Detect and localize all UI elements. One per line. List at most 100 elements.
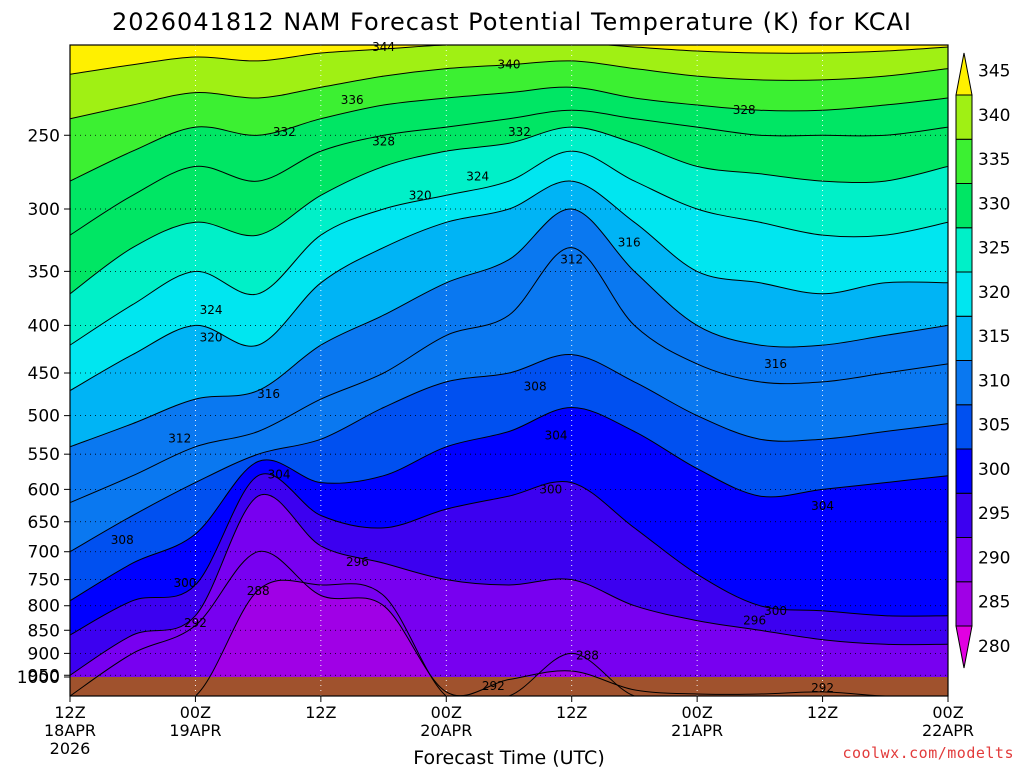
colorbar-label-295: 295 — [978, 504, 1010, 524]
x-tick-year: 2026 — [50, 739, 91, 758]
plot-frame — [69, 44, 949, 697]
x-tick-0: 12Z — [54, 703, 85, 722]
x-tick-72: 12Z — [807, 703, 838, 722]
colorbar-label-290: 290 — [978, 548, 1010, 568]
colorbar-label-320: 320 — [978, 283, 1010, 303]
isentrope-324 — [70, 150, 948, 346]
y-tick-800: 800 — [28, 597, 60, 617]
contour-label-324: 324 — [200, 303, 223, 317]
contour-label-332: 332 — [508, 125, 531, 139]
x-tick-12: 00Z — [180, 703, 211, 722]
isentrope-308 — [70, 354, 948, 553]
contour-label-308: 308 — [524, 379, 547, 393]
y-tick-400: 400 — [28, 316, 60, 336]
contour-label-300: 300 — [539, 482, 562, 496]
y-tick-300: 300 — [28, 200, 60, 220]
chart-title: 2026041812 NAM Forecast Potential Temper… — [112, 8, 912, 36]
x-tick-date: 21APR — [671, 721, 723, 740]
y-tick-500: 500 — [28, 407, 60, 427]
colorbar-label-305: 305 — [978, 416, 1010, 436]
band-340 — [70, 45, 948, 119]
y-tick-350: 350 — [28, 262, 60, 282]
isentrope-316 — [70, 208, 948, 448]
x-tick-24: 12Z — [305, 703, 336, 722]
contour-label-296: 296 — [346, 555, 369, 569]
x-tick-36: 00Z — [431, 703, 462, 722]
colorbar-box-315 — [955, 315, 973, 361]
colorbar-label-300: 300 — [978, 460, 1010, 480]
contour-label-304: 304 — [811, 499, 834, 513]
colorbar-bottom-triangle — [955, 625, 973, 669]
colorbar-box-305 — [955, 404, 973, 450]
x-tick-84: 00Z — [932, 703, 963, 722]
isentrope-336 — [70, 86, 948, 182]
colorbar-label-315: 315 — [978, 327, 1010, 347]
isentrope-344 — [70, 45, 948, 75]
x-axis-label: Forecast Time (UTC) — [413, 747, 604, 768]
colorbar-box-340 — [955, 94, 973, 140]
contour-label-312: 312 — [168, 431, 191, 445]
contour-label-312: 312 — [560, 253, 583, 267]
contour-label-292: 292 — [482, 679, 505, 693]
contour-label-292: 292 — [811, 681, 834, 695]
y-tick-900: 900 — [28, 644, 60, 664]
colorbar-label-280: 280 — [978, 637, 1010, 657]
y-tick-950: 950 — [28, 666, 60, 686]
y-tick-600: 600 — [28, 480, 60, 500]
colorbar-box-295 — [955, 492, 973, 538]
colorbar-box-290 — [955, 537, 973, 583]
contour-label-304: 304 — [545, 428, 568, 442]
contour-labels: 344 340 336 332 332 328 328 324 320 316 312 324 320 3… — [111, 40, 834, 695]
colorbar-label-340: 340 — [978, 106, 1010, 126]
contour-label-288: 288 — [576, 649, 599, 663]
colorbar-box-310 — [955, 360, 973, 406]
ground-strip — [70, 677, 948, 696]
isentrope-312 — [70, 247, 948, 504]
contour-label-328: 328 — [733, 103, 756, 117]
x-tick-60: 00Z — [681, 703, 712, 722]
y-tick-650: 650 — [28, 513, 60, 533]
colorbar-box-325 — [955, 227, 973, 273]
colorbar-label-345: 345 — [978, 62, 1010, 82]
contour-label-288: 288 — [247, 584, 270, 598]
colorbar-label-285: 285 — [978, 593, 1010, 613]
isentrope-332 — [70, 109, 948, 236]
contour-label-332: 332 — [273, 125, 296, 139]
colorbar-label-325: 325 — [978, 239, 1010, 259]
theta-color-fill — [70, 45, 948, 696]
contour-label-308: 308 — [111, 533, 134, 547]
isentrope-340 — [70, 60, 948, 120]
isentrope-288 — [70, 579, 948, 696]
contour-label-316: 316 — [764, 357, 787, 371]
colorbar: 280 285 290 295 300 305 310 315 320 325 330 335 340 3… — [955, 52, 1010, 669]
colorbar-box-330 — [955, 183, 973, 229]
watermark: coolwx.com/modelts — [842, 744, 1014, 762]
contour-label-304: 304 — [268, 467, 291, 481]
isentrope-292 — [70, 550, 948, 696]
y-tick-1000: 1000 — [17, 668, 60, 688]
y-tick-700: 700 — [28, 543, 60, 563]
contour-label-296: 296 — [743, 614, 766, 628]
band-344 — [70, 45, 948, 75]
colorbar-top-triangle — [955, 52, 973, 96]
contour-label-320: 320 — [200, 330, 223, 344]
y-axis: 250 300 350 400 450 500 550 600 650 700 750 800 850 9… — [17, 126, 70, 688]
contour-label-316: 316 — [618, 236, 641, 250]
y-tick-750: 750 — [28, 571, 60, 591]
contour-label-292: 292 — [184, 616, 207, 630]
contour-label-320: 320 — [409, 188, 432, 202]
isentrope-304 — [70, 406, 948, 602]
isentrope-296 — [70, 493, 948, 676]
colorbar-label-335: 335 — [978, 150, 1010, 170]
y-tick-450: 450 — [28, 364, 60, 384]
contour-label-344: 344 — [372, 40, 395, 54]
colorbar-label-330: 330 — [978, 194, 1010, 214]
isentrope-320 — [70, 180, 948, 392]
x-tick-date: 18APR — [44, 721, 96, 740]
x-tick-date: 19APR — [169, 721, 221, 740]
x-tick-date: 20APR — [420, 721, 472, 740]
colorbar-label-310: 310 — [978, 371, 1010, 391]
isentropes — [70, 45, 948, 696]
